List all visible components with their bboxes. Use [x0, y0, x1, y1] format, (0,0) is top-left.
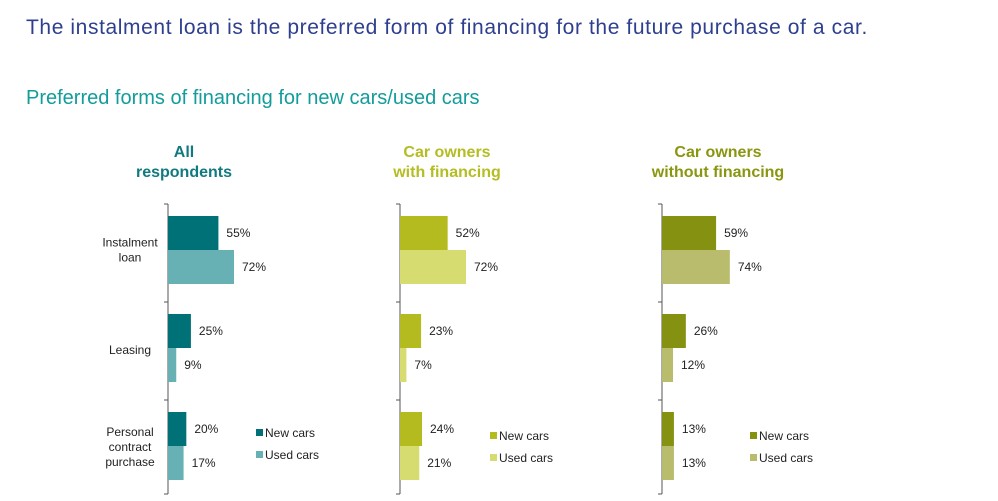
bar — [168, 446, 184, 480]
legend-label: New cars — [265, 426, 315, 440]
data-label: 26% — [694, 324, 718, 338]
data-label: 24% — [430, 422, 454, 436]
legend-label: New cars — [759, 429, 809, 443]
bar — [168, 412, 187, 446]
panel-title: Car owners — [403, 144, 490, 161]
panel-title: with financing — [392, 164, 501, 181]
data-label: 25% — [199, 324, 223, 338]
bar — [662, 348, 673, 382]
chart-subtitle: Preferred forms of financing for new car… — [26, 87, 480, 109]
data-label: 74% — [738, 260, 762, 274]
legend-label: Used cars — [499, 451, 553, 465]
data-label: 13% — [682, 422, 706, 436]
data-label: 23% — [429, 324, 453, 338]
legend-label: New cars — [499, 429, 549, 443]
data-label: 55% — [226, 226, 250, 240]
panel-title: respondents — [136, 164, 232, 181]
data-label: 12% — [681, 358, 705, 372]
bar — [400, 314, 422, 348]
bar — [400, 446, 420, 480]
bar — [168, 314, 191, 348]
data-label: 20% — [194, 422, 218, 436]
bar — [168, 348, 177, 382]
bar — [400, 348, 407, 382]
category-label: Instalment loan — [102, 236, 158, 265]
headline: The instalment loan is the preferred for… — [26, 16, 868, 39]
data-label: 21% — [427, 456, 451, 470]
category-label: Personal contract purchase — [105, 425, 155, 469]
panel-title: Car owners — [674, 144, 761, 161]
panel-title: All — [174, 144, 194, 161]
legend-label: Used cars — [265, 448, 319, 462]
bar — [662, 216, 717, 250]
legend-label: Used cars — [759, 451, 813, 465]
legend-swatch — [750, 454, 757, 461]
data-label: 52% — [456, 226, 480, 240]
legend-swatch — [490, 454, 497, 461]
bar — [662, 446, 674, 480]
data-label: 59% — [724, 226, 748, 240]
bar — [662, 250, 730, 284]
legend-swatch — [256, 429, 263, 436]
bar — [168, 216, 219, 250]
bar — [662, 314, 686, 348]
data-label: 13% — [682, 456, 706, 470]
data-label: 9% — [184, 358, 202, 372]
data-label: 72% — [242, 260, 266, 274]
data-label: 72% — [474, 260, 498, 274]
panel-title: without financing — [651, 164, 784, 181]
bar — [400, 250, 466, 284]
bar — [400, 216, 448, 250]
legend-swatch — [256, 451, 263, 458]
category-label: Leasing — [109, 343, 151, 357]
legend-swatch — [490, 432, 497, 439]
data-label: 7% — [414, 358, 432, 372]
bar — [662, 412, 674, 446]
bar — [400, 412, 422, 446]
legend-swatch — [750, 432, 757, 439]
data-label: 17% — [192, 456, 216, 470]
bar — [168, 250, 234, 284]
